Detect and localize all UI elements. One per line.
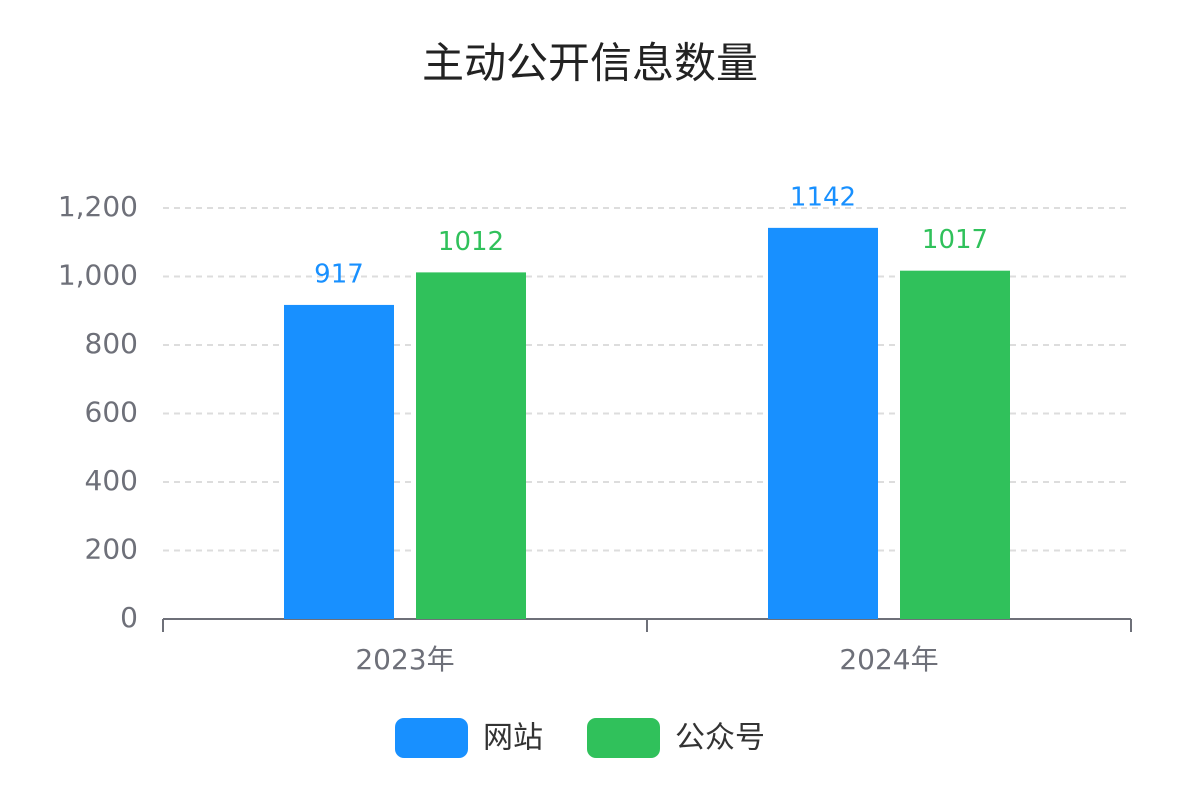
- x-tick-label: 2023年: [355, 643, 454, 676]
- legend-label: 网站: [483, 721, 543, 756]
- y-tick-label: 1,000: [58, 259, 138, 292]
- bar: [900, 270, 1010, 619]
- chart-title: 主动公开信息数量: [422, 39, 758, 88]
- bar: [416, 272, 526, 619]
- y-tick-label: 200: [85, 533, 138, 566]
- y-tick-label: 800: [85, 327, 138, 360]
- value-label: 1012: [438, 227, 504, 257]
- y-tick-label: 1,200: [58, 190, 138, 223]
- value-label: 1142: [790, 182, 856, 212]
- value-label: 1017: [922, 225, 988, 255]
- y-tick-label: 600: [85, 396, 138, 429]
- legend-swatch: [395, 718, 468, 758]
- x-tick-label: 2024年: [839, 643, 938, 676]
- bar: [284, 304, 394, 619]
- value-label: 917: [314, 259, 364, 289]
- y-tick-label: 0: [120, 601, 138, 634]
- legend-label: 公众号: [675, 721, 765, 756]
- legend-swatch: [587, 718, 660, 758]
- bar: [768, 227, 878, 620]
- y-tick-label: 400: [85, 464, 138, 497]
